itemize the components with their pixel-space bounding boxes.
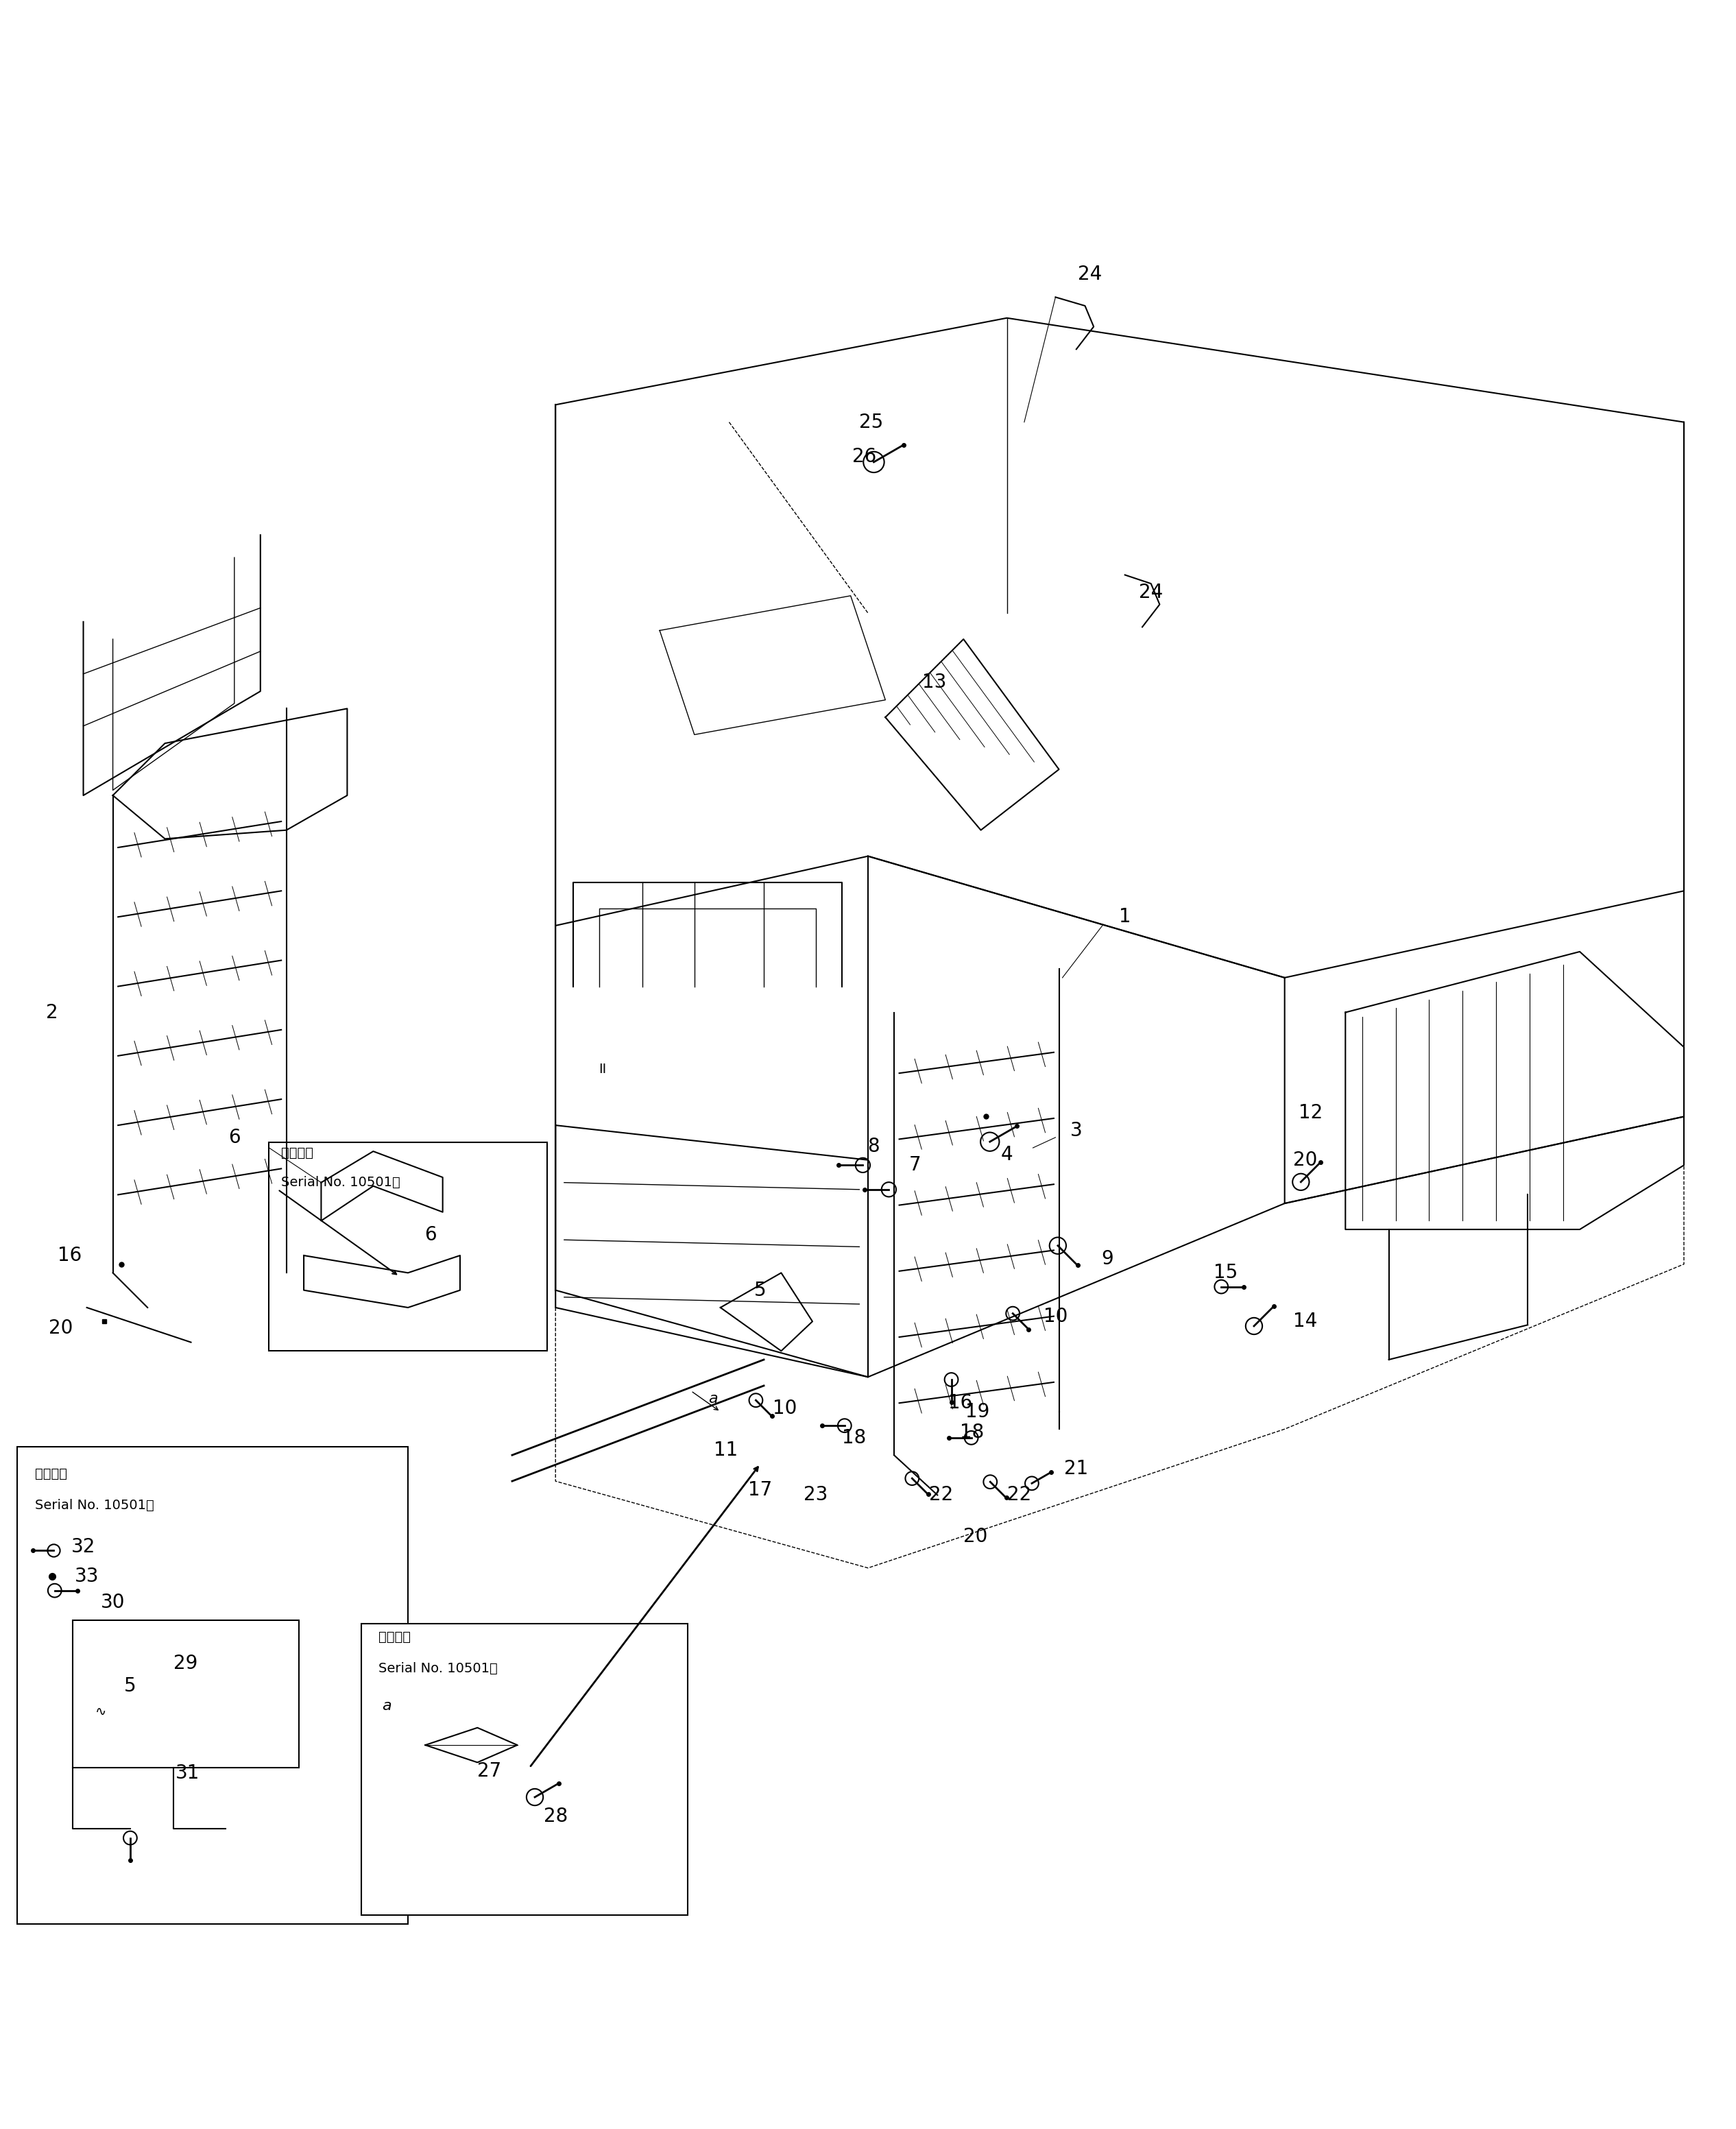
Text: 24: 24 [1139, 583, 1163, 603]
Text: 30: 30 [101, 1592, 125, 1612]
Text: 24: 24 [1078, 264, 1102, 283]
Bar [17, 1446, 408, 1925]
Text: 32: 32 [71, 1537, 95, 1556]
Text: 1: 1 [1120, 907, 1130, 926]
Bar [361, 1624, 687, 1916]
Text: 適用号機: 適用号機 [281, 1145, 314, 1160]
Text: 20: 20 [1293, 1150, 1318, 1169]
Text: 8: 8 [868, 1137, 878, 1156]
Text: 18: 18 [842, 1429, 866, 1448]
Text: 33: 33 [75, 1567, 99, 1586]
Text: 29: 29 [174, 1654, 198, 1673]
Text: 11: 11 [713, 1441, 738, 1460]
Text: 18: 18 [960, 1422, 984, 1441]
Text: 31: 31 [175, 1763, 200, 1782]
Text: II: II [599, 1062, 606, 1075]
Text: 22: 22 [1007, 1486, 1031, 1505]
Text: 16: 16 [948, 1394, 972, 1414]
Text: 28: 28 [543, 1808, 568, 1827]
Text: 5: 5 [755, 1282, 766, 1301]
Text: 適用号機: 適用号機 [35, 1467, 68, 1480]
Text: 17: 17 [748, 1480, 773, 1499]
Text: 16: 16 [57, 1245, 82, 1265]
Text: 12: 12 [1299, 1103, 1323, 1122]
Bar [269, 1143, 547, 1352]
Text: 26: 26 [852, 447, 877, 466]
Text: 9: 9 [1101, 1250, 1115, 1269]
Text: a: a [382, 1699, 391, 1714]
Text: 10: 10 [1043, 1307, 1068, 1326]
Text: 10: 10 [773, 1399, 797, 1418]
Text: 25: 25 [859, 413, 884, 432]
Text: 6: 6 [425, 1224, 436, 1243]
Text: 4: 4 [1002, 1145, 1012, 1165]
Bar [73, 1620, 299, 1767]
Text: 13: 13 [922, 673, 946, 692]
Text: 14: 14 [1293, 1311, 1318, 1331]
Text: 5: 5 [125, 1676, 135, 1695]
Text: 2: 2 [47, 1003, 57, 1022]
Text: 27: 27 [477, 1761, 502, 1780]
Text: 適用号機: 適用号機 [378, 1631, 411, 1644]
Text: 21: 21 [1064, 1458, 1088, 1480]
Text: 20: 20 [963, 1526, 988, 1546]
Text: a: a [708, 1392, 717, 1405]
Text: ∿: ∿ [95, 1705, 106, 1718]
Text: 3: 3 [1069, 1120, 1083, 1139]
Text: 7: 7 [910, 1156, 920, 1175]
Text: 15: 15 [1213, 1262, 1238, 1282]
Text: 19: 19 [965, 1403, 990, 1422]
Text: Serial No. 10501～: Serial No. 10501～ [35, 1499, 155, 1512]
Text: 23: 23 [804, 1486, 828, 1505]
Text: 22: 22 [929, 1486, 953, 1505]
Text: 6: 6 [229, 1128, 240, 1148]
Text: 20: 20 [49, 1318, 73, 1337]
Text: Serial No. 10501～: Serial No. 10501～ [378, 1663, 498, 1676]
Text: Serial No. 10501～: Serial No. 10501～ [281, 1175, 401, 1188]
